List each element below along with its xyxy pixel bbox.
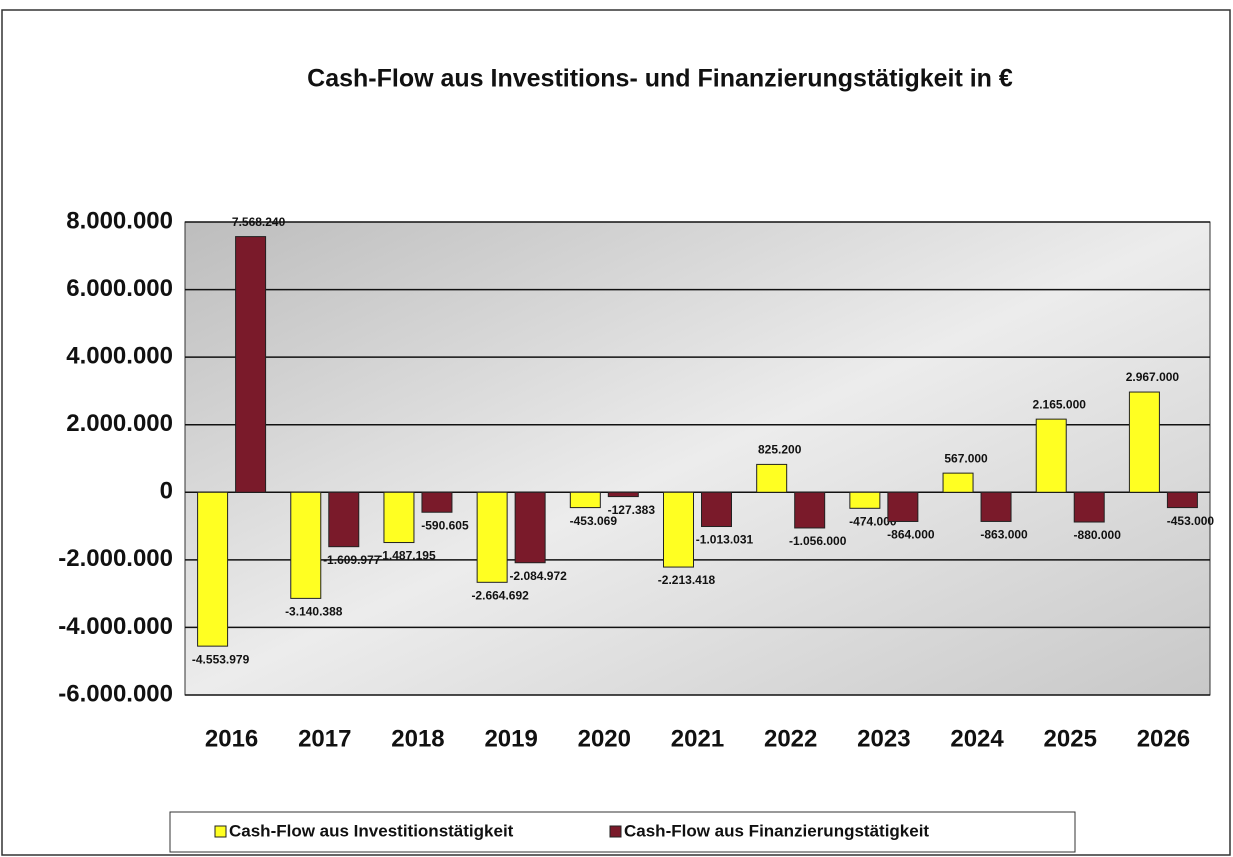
value-label: -880.000 <box>1074 528 1122 542</box>
y-tick-label: -4.000.000 <box>58 613 173 640</box>
value-label: 7.568.240 <box>232 215 286 229</box>
y-tick-label: 4.000.000 <box>66 342 173 369</box>
value-label: -1.487.195 <box>378 549 436 563</box>
value-label: -1.609.977 <box>323 553 381 567</box>
value-label: -474.000 <box>849 514 897 528</box>
legend-swatch <box>214 825 227 838</box>
value-label: 567.000 <box>944 451 988 465</box>
value-label: -2.213.418 <box>658 573 716 587</box>
legend-label: Cash-Flow aus Investitionstätigkeit <box>229 821 514 840</box>
x-tick-label: 2025 <box>1044 725 1097 752</box>
bar <box>1035 418 1067 493</box>
value-label: -1.013.031 <box>696 533 754 547</box>
x-tick-label: 2021 <box>671 725 724 752</box>
bar <box>607 491 639 498</box>
value-label: -864.000 <box>887 528 935 542</box>
bar <box>1166 491 1198 509</box>
value-label: -863.000 <box>980 528 1028 542</box>
y-tick-label: -6.000.000 <box>58 680 173 707</box>
x-tick-label: 2026 <box>1137 725 1190 752</box>
chart-title: Cash-Flow aus Investitions- und Finanzie… <box>307 65 1013 93</box>
frame <box>1 9 1231 856</box>
y-tick-label: 0 <box>160 478 173 505</box>
bar <box>235 236 267 493</box>
x-tick-label: 2020 <box>578 725 631 752</box>
bar <box>476 491 508 583</box>
y-tick-label: -2.000.000 <box>58 545 173 572</box>
bar <box>887 491 919 522</box>
bar <box>756 463 788 493</box>
value-label: 2.165.000 <box>1033 397 1087 411</box>
bar <box>421 491 453 513</box>
bar <box>942 472 974 493</box>
y-tick-label: 2.000.000 <box>66 410 173 437</box>
x-tick-label: 2017 <box>298 725 351 752</box>
bar <box>328 491 360 548</box>
legend-label: Cash-Flow aus Finanzierungstätigkeit <box>624 821 929 840</box>
x-tick-label: 2023 <box>857 725 910 752</box>
y-tick-label: 6.000.000 <box>66 275 173 302</box>
bar <box>849 491 881 509</box>
value-label: 2.967.000 <box>1126 370 1180 384</box>
x-tick-label: 2022 <box>764 725 817 752</box>
value-label: -3.140.388 <box>285 605 343 619</box>
x-tick-label: 2016 <box>205 725 258 752</box>
bar <box>1128 391 1160 493</box>
value-label: -1.056.000 <box>789 534 847 548</box>
value-label: -2.664.692 <box>471 588 529 602</box>
legend-swatch <box>609 825 622 838</box>
bar <box>383 491 415 544</box>
value-label: -127.383 <box>608 503 656 517</box>
value-label: -4.553.979 <box>192 652 250 666</box>
value-label: 825.200 <box>758 443 802 457</box>
bar <box>701 491 732 528</box>
bar <box>290 491 322 599</box>
x-tick-label: 2019 <box>484 725 537 752</box>
bar <box>663 491 694 568</box>
value-label: -453.069 <box>570 514 618 528</box>
bar <box>794 491 826 529</box>
x-tick-label: 2024 <box>950 725 1004 752</box>
bar <box>514 491 546 564</box>
value-label: -590.605 <box>421 518 469 532</box>
bar <box>980 491 1012 522</box>
value-label: -453.000 <box>1167 514 1215 528</box>
x-tick-label: 2018 <box>391 725 444 752</box>
bar <box>569 491 601 509</box>
y-tick-label: 8.000.000 <box>66 207 173 234</box>
legend <box>169 811 1076 853</box>
bar <box>197 491 229 647</box>
bar <box>1073 491 1105 523</box>
value-label: -2.084.972 <box>509 569 567 583</box>
